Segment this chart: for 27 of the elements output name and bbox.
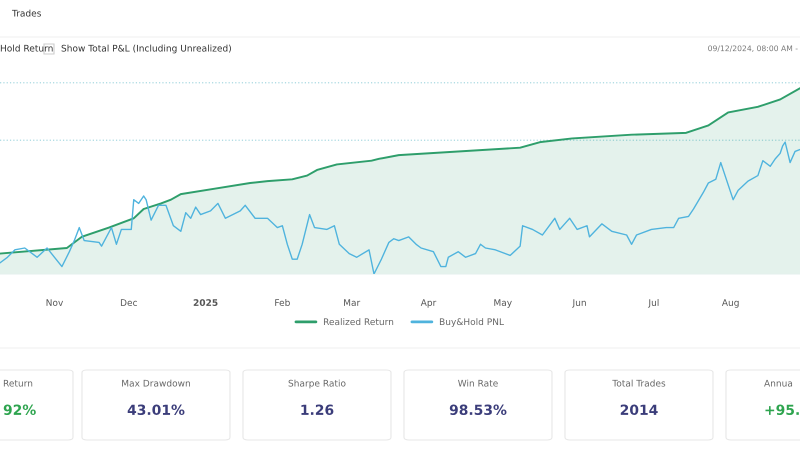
text: Sharpe Ratio xyxy=(288,380,346,388)
text: Win Rate xyxy=(458,380,498,387)
x-tick-label: Feb xyxy=(275,299,290,306)
x-tick-label: May xyxy=(494,299,512,308)
x-tick-label: Mar xyxy=(344,299,360,306)
text: 2014 xyxy=(620,404,658,416)
text: 92% xyxy=(4,404,36,416)
x-tick-label: Nov xyxy=(46,299,64,306)
legend-label: Buy&Hold PNL xyxy=(440,318,504,327)
text: Max Drawdown xyxy=(122,380,190,387)
x-tick-label: Apr xyxy=(420,299,436,308)
x-tick-label: 2025 xyxy=(194,299,218,306)
text: 98.53% xyxy=(450,404,506,416)
legend-label: Realized Return xyxy=(324,318,394,326)
text: Annua xyxy=(764,380,792,387)
x-tick-label: Jul xyxy=(648,299,658,308)
text: Hold Return xyxy=(0,44,53,52)
text: 43.01% xyxy=(128,404,184,416)
text: 1.26 xyxy=(301,404,334,416)
text: Total Trades xyxy=(612,380,666,387)
x-tick-label: Jun xyxy=(572,299,586,308)
text: Trades xyxy=(12,10,41,17)
text: Show Total P&L (Including Unrealized) xyxy=(62,44,231,54)
text: +95. xyxy=(765,404,799,416)
x-tick-label: Aug xyxy=(722,299,739,308)
text: Return xyxy=(4,380,32,387)
x-tick-label: Dec xyxy=(120,299,137,306)
